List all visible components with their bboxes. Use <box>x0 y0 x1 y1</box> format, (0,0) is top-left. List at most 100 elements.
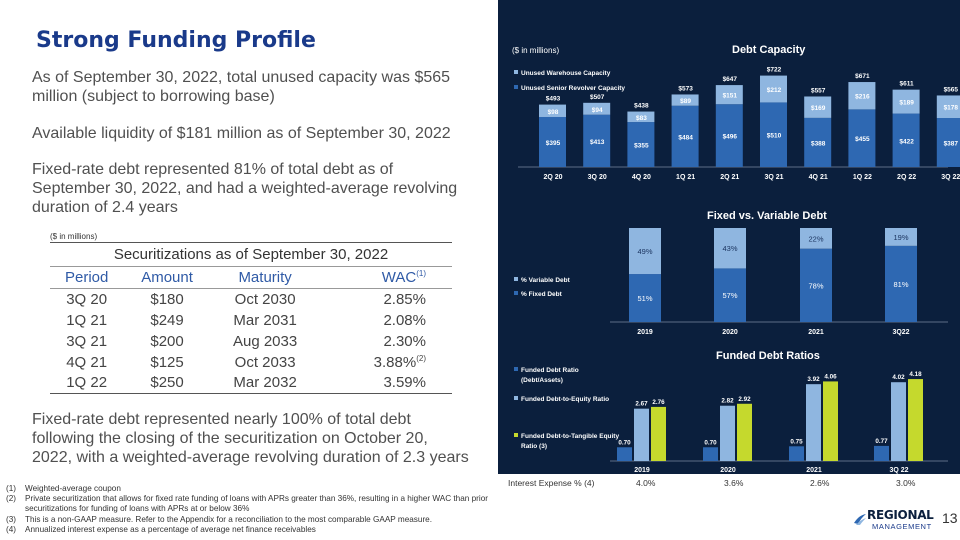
legend-unused-warehouse-swatch <box>514 70 518 74</box>
row-period: 1Q 21 <box>66 311 108 329</box>
tick-year-fv-2: 2021 <box>808 329 824 336</box>
tick-year-fd-3: 3Q 22 <box>889 467 908 474</box>
row-maturity: Mar 2032 <box>210 372 320 394</box>
bullet-unused-capacity: As of September 30, 2022, total unused c… <box>32 69 451 105</box>
bar-variable-debt-1 <box>714 228 746 269</box>
row-amount: $125 <box>150 353 184 371</box>
label-warehouse-3: $89 <box>680 98 691 105</box>
label-total-1: $507 <box>590 94 605 101</box>
label-ratio-2-2: 4.06 <box>824 373 837 380</box>
row-amount: $180 <box>150 290 184 308</box>
bar-senior-revolver-6 <box>804 117 832 167</box>
footnote-number: (2) <box>6 494 17 504</box>
footnote-number: (1) <box>6 484 17 493</box>
label-total-9: $565 <box>944 86 959 93</box>
securitizations-table: Securitizations as of September 30, 2022… <box>50 242 452 394</box>
bullet-fixed-rate-after-securitization: Fixed-rate debt represented nearly 100% … <box>32 411 469 466</box>
row-maturity: Aug 2033 <box>232 332 298 350</box>
footnote-text: This is a non-GAAP measure. Refer to the… <box>25 514 433 524</box>
label-fixed-debt-1: 57% <box>722 291 737 300</box>
label-senior-revolver-1: $413 <box>590 139 605 146</box>
debt-capacity-units: ($ in millions) <box>512 46 560 55</box>
row-wac-value: 2.08% <box>383 311 426 329</box>
row-wac: 2.30% <box>319 331 452 352</box>
bar-ratio-0-1 <box>703 447 718 461</box>
label-fixed-debt-2: 78% <box>808 281 823 290</box>
label-senior-revolver-8: $422 <box>899 138 914 145</box>
bar-senior-revolver-8 <box>892 113 920 167</box>
label-ratio-2-3: 4.18 <box>909 371 922 378</box>
tick-year-fd-0: 2019 <box>634 467 650 474</box>
label-total-2: $438 <box>634 103 649 110</box>
row-maturity: Oct 2030 <box>234 290 296 308</box>
charts-svg: Unused Warehouse Capacity Unused Senior R… <box>514 67 960 474</box>
row-period: 4Q 21 <box>66 353 108 371</box>
header-maturity: Maturity <box>210 266 320 289</box>
label-warehouse-8: $189 <box>899 100 914 107</box>
bar-variable-debt-2 <box>800 228 832 249</box>
row-wac-note: (2) <box>416 353 426 363</box>
tick-quarter-0: 2Q 20 <box>543 174 562 181</box>
tick-year-fd-2: 2021 <box>806 467 822 474</box>
tick-quarter-9: 3Q 22 <box>941 174 960 181</box>
label-fixed-debt-3: 81% <box>893 280 908 289</box>
label-warehouse-6: $169 <box>811 105 826 112</box>
tick-year-fv-1: 2020 <box>722 329 738 336</box>
bar-warehouse-9 <box>936 95 960 119</box>
legend-fixed-debt-label: % Fixed Debt <box>521 291 563 298</box>
label-variable-debt-1: 43% <box>722 244 737 253</box>
bar-warehouse-5 <box>760 75 787 103</box>
label-senior-revolver-2: $355 <box>634 143 649 150</box>
label-senior-revolver-5: $510 <box>767 133 782 140</box>
company-logo: REGIONAL MANAGEMENT <box>853 506 937 532</box>
label-variable-debt-0: 49% <box>637 247 652 256</box>
tick-quarter-6: 4Q 21 <box>809 174 828 181</box>
row-wac: 3.59% <box>319 372 452 394</box>
label-total-5: $722 <box>767 67 782 74</box>
interest-expense-2020: 3.6% <box>724 478 744 488</box>
header-period: Period <box>50 266 124 289</box>
row-wac: 3.88%(2) <box>319 352 452 373</box>
row-wac: 2.85% <box>319 289 452 310</box>
row-amount: $200 <box>150 332 184 350</box>
legend-debt-to-equity-label: Funded Debt-to-Equity Ratio <box>521 396 609 403</box>
row-wac-value: 3.88% <box>373 353 417 371</box>
bar-senior-revolver-5 <box>760 102 787 167</box>
label-total-4: $647 <box>723 76 738 83</box>
legend-unused-senior-revolver-swatch <box>514 85 518 89</box>
table-units-note: ($ in millions) <box>50 232 98 241</box>
row-period: 3Q 21 <box>66 332 108 350</box>
bar-variable-debt-0 <box>629 228 661 275</box>
footnote-text: Annualized interest expense as a percent… <box>25 524 316 534</box>
label-warehouse-5: $212 <box>767 87 782 94</box>
interest-expense-row: Interest Expense % (4) 4.0% 3.6% 2.6% 3.… <box>498 478 960 492</box>
label-senior-revolver-6: $388 <box>811 140 826 147</box>
header-wac-footnote: (1) <box>416 269 426 278</box>
label-ratio-0-1: 0.70 <box>704 439 717 446</box>
page-number: 13 <box>942 510 958 526</box>
label-warehouse-7: $216 <box>855 94 870 101</box>
label-fixed-debt-0: 51% <box>637 294 652 303</box>
row-amount: $250 <box>123 372 211 394</box>
bar-fixed-debt-0 <box>629 274 661 322</box>
row-wac: 2.08% <box>319 310 452 331</box>
footnote: (1) Weighted-average coupon <box>6 484 496 494</box>
legend-funded-debt-ratio-swatch <box>514 367 518 371</box>
row-wac-value: 3.59% <box>383 374 426 392</box>
label-total-3: $573 <box>678 85 693 92</box>
label-ratio-2-1: 2.92 <box>738 396 751 403</box>
bar-ratio-2-0 <box>651 406 666 461</box>
header-wac: WAC(1) <box>319 266 452 289</box>
tick-year-fd-1: 2020 <box>720 467 736 474</box>
logo-wordmark-top: REGIONAL <box>867 508 934 522</box>
bar-warehouse-7 <box>848 82 876 110</box>
footnote: (3) This is a non-GAAP measure. Refer to … <box>6 515 496 525</box>
label-senior-revolver-0: $395 <box>546 140 561 147</box>
interest-expense-2019: 4.0% <box>636 478 656 488</box>
tick-year-fv-3: 3Q22 <box>892 329 909 336</box>
legend-debt-to-tangible-equity-label: Funded Debt-to-Tangible Equity Ratio (3) <box>521 433 619 450</box>
bar-ratio-1-1 <box>720 405 735 461</box>
row-amount: $249 <box>150 311 184 329</box>
label-ratio-1-2: 3.92 <box>807 376 820 383</box>
legend-unused-senior-revolver-label: Unused Senior Revolver Capacity <box>521 85 625 92</box>
